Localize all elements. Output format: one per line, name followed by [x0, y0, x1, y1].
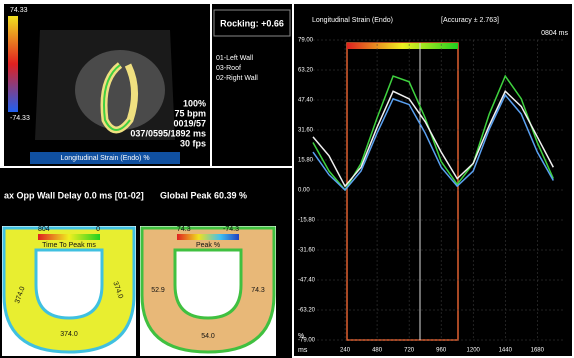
chart-annotation: 0804 ms — [541, 30, 568, 37]
x-tick-label: 960 — [436, 348, 447, 354]
x-tick-label: 1680 — [531, 348, 545, 354]
y-tick-label: 79.00 — [298, 38, 314, 44]
x-axis-label: ms — [298, 347, 308, 354]
color-scale — [8, 16, 18, 112]
chart-title: Longitudinal Strain (Endo) — [312, 17, 393, 24]
y-tick-label: -63.20 — [298, 308, 316, 314]
stat: 0019/57 — [173, 118, 206, 128]
x-tick-label: 1440 — [499, 348, 513, 354]
x-tick-label: 1200 — [467, 348, 481, 354]
y-tick-label: 15.80 — [298, 158, 314, 164]
ttp-scale-left: 804 — [38, 226, 50, 233]
chart-subtitle: [Accuracy ± 2.763] — [441, 17, 499, 24]
tissue — [75, 50, 165, 130]
scale-bottom: -74.33 — [10, 115, 30, 122]
peak-label: Peak % — [196, 242, 220, 249]
stat: 75 bpm — [174, 108, 206, 118]
peak-segment: 54.0 — [201, 333, 215, 340]
y-tick-label: 47.40 — [298, 98, 314, 104]
global-peak: Global Peak 60.39 % — [160, 190, 247, 200]
page: 74.33 -74.33 100%75 bpm0019/57037/0595/1… — [0, 0, 574, 358]
x-tick-label: 240 — [340, 348, 351, 354]
ttp-scale-right: 0 — [96, 226, 100, 233]
y-tick-label: -47.40 — [298, 278, 316, 284]
screen: 74.33 -74.33 100%75 bpm0019/57037/0595/1… — [0, 0, 574, 358]
delay: ax Opp Wall Delay 0.0 ms [01-02] — [4, 190, 144, 200]
peak-scale — [177, 234, 239, 240]
ttp-segment: 374.0 — [60, 331, 78, 338]
peak-scale-left: 74.3 — [177, 226, 191, 233]
rocking: Rocking: +0.66 — [220, 18, 284, 28]
peak-segment: 52.9 — [151, 287, 165, 294]
ttp-scale — [38, 234, 100, 240]
peak-segment: 74.3 — [251, 287, 265, 294]
stat: 037/0595/1892 ms — [130, 128, 206, 138]
stat: 100% — [183, 98, 206, 108]
y-tick-label: -31.60 — [298, 248, 316, 254]
ttp-label: Time To Peak ms — [42, 242, 96, 249]
y-tick-label: 63.20 — [298, 68, 314, 74]
x-tick-label: 480 — [372, 348, 383, 354]
y-tick-label: 31.60 — [298, 128, 314, 134]
legend-entry: 02-Right Wall — [216, 75, 258, 82]
peak-scale-right: -74.3 — [223, 226, 239, 233]
scale-top: 74.33 — [10, 7, 28, 14]
legend-entry: 03-Roof — [216, 65, 241, 72]
legend-entry: 01-Left Wall — [216, 55, 254, 62]
echo-label: Longitudinal Strain (Endo) % — [60, 155, 149, 162]
y-tick-label: -15.80 — [298, 218, 316, 224]
y-tick-label: -79.00 — [298, 338, 316, 344]
stat: 30 fps — [180, 138, 206, 148]
y-tick-label: 0.00 — [298, 188, 310, 194]
x-tick-label: 720 — [404, 348, 415, 354]
